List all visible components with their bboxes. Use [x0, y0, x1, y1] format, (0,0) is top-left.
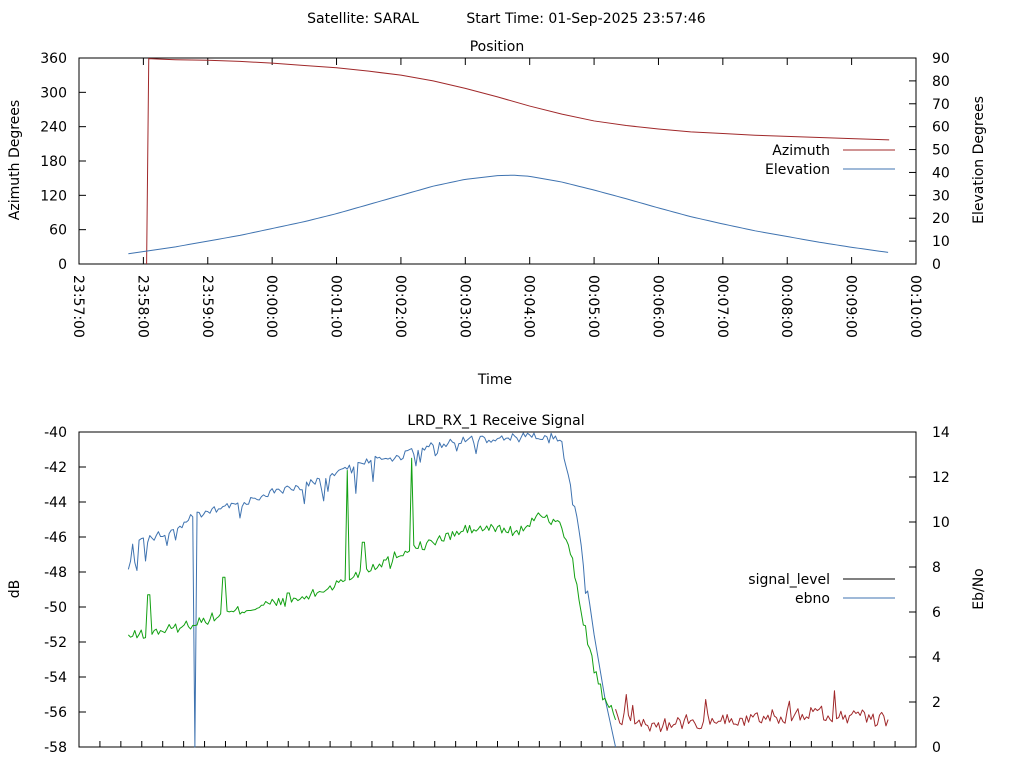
position-y-tick-label: 60 — [49, 223, 67, 239]
position-x-tick-label: 00:09:00 — [843, 275, 859, 338]
receive-signal-chart-title: LRD_RX_1 Receive Signal — [407, 413, 584, 429]
position-y2-axis-label: Elevation Degrees — [971, 96, 987, 224]
receive-signal-y-tick-label: -48 — [44, 565, 67, 581]
position-y2-tick-label: 90 — [932, 51, 950, 67]
position-x-tick-label: 23:58:00 — [134, 275, 150, 338]
position-x-tick-label: 00:04:00 — [521, 275, 537, 338]
position-plot-border — [78, 57, 917, 265]
receive-signal-chart: LRD_RX_1 Receive Signal dB Eb/No -58 -56 -… — [7, 413, 987, 756]
position-y-tick-label: 300 — [40, 85, 67, 101]
receive-signal-y2-tick-label: 12 — [932, 470, 950, 486]
position-x-tick-label: 00:10:00 — [907, 275, 923, 338]
elevation-line — [128, 174, 889, 255]
signal-level-noise-line — [615, 690, 889, 733]
receive-signal-y2-tick-label: 8 — [932, 560, 941, 576]
position-chart-title: Position — [470, 39, 525, 55]
receive-signal-y2-tick-label: 14 — [932, 425, 950, 441]
ebno-line — [127, 432, 617, 748]
receive-signal-y-tick-label: -56 — [44, 705, 67, 721]
position-y-tick-label: 240 — [40, 120, 67, 136]
position-x-tick-label: 00:06:00 — [649, 275, 665, 338]
position-chart: Position Time Azimuth Degrees Elevation … — [7, 39, 987, 388]
receive-signal-plot-border — [78, 431, 917, 748]
receive-signal-legend-label: ebno — [795, 591, 830, 607]
position-y2-tick-label: 40 — [932, 165, 950, 181]
azimuth-line — [146, 58, 890, 265]
position-y2-tick-label: 0 — [932, 257, 941, 273]
receive-signal-y-tick-label: -54 — [44, 670, 67, 686]
position-legend-label: Elevation — [765, 162, 830, 178]
position-x-axis-label: Time — [477, 372, 512, 388]
position-y2-tick-label: 30 — [932, 188, 950, 204]
receive-signal-y-tick-label: -52 — [44, 635, 67, 651]
position-x-tick-label: 00:02:00 — [392, 275, 408, 338]
start-time-label: Start Time: 01-Sep-2025 23:57:46 — [466, 11, 705, 27]
receive-signal-y2-tick-label: 4 — [932, 650, 941, 666]
receive-signal-legend-label: signal_level — [748, 572, 830, 588]
receive-signal-y-tick-label: -58 — [44, 740, 67, 756]
position-y2-tick-label: 60 — [932, 120, 950, 136]
position-x-tick-label: 00:08:00 — [778, 275, 794, 338]
signal-level-locked-line — [127, 457, 617, 721]
position-y2-tick-label: 20 — [932, 211, 950, 227]
position-x-tick-label: 23:59:00 — [199, 275, 215, 338]
receive-signal-y2-tick-label: 6 — [932, 605, 941, 621]
position-y-tick-label: 180 — [40, 154, 67, 170]
position-x-tick-label: 00:01:00 — [328, 275, 344, 338]
position-y2-tick-label: 50 — [932, 143, 950, 159]
position-legend-label: Azimuth — [772, 143, 830, 159]
position-x-tick-label: 00:00:00 — [263, 275, 279, 338]
receive-signal-y-axis-label: dB — [7, 580, 23, 599]
position-y-tick-label: 0 — [58, 257, 67, 273]
position-y2-tick-label: 10 — [932, 234, 950, 250]
satellite-label: Satellite: SARAL — [307, 11, 419, 27]
position-y2-tick-label: 70 — [932, 97, 950, 113]
position-y-tick-label: 360 — [40, 51, 67, 67]
position-y-tick-label: 120 — [40, 188, 67, 204]
receive-signal-y-tick-label: -50 — [44, 600, 67, 616]
receive-signal-y-tick-label: -46 — [44, 530, 67, 546]
receive-signal-y2-tick-label: 2 — [932, 695, 941, 711]
position-y-axis-label: Azimuth Degrees — [7, 100, 23, 220]
position-x-tick-label: 00:07:00 — [714, 275, 730, 338]
position-x-tick-label: 00:03:00 — [456, 275, 472, 338]
receive-signal-y-tick-label: -40 — [44, 425, 67, 441]
receive-signal-y-tick-label: -44 — [44, 495, 67, 511]
receive-signal-y2-axis-label: Eb/No — [971, 568, 987, 610]
position-x-tick-label: 00:05:00 — [585, 275, 601, 338]
receive-signal-y2-tick-label: 10 — [932, 515, 950, 531]
position-y2-tick-label: 80 — [932, 74, 950, 90]
position-x-tick-label: 23:57:00 — [70, 275, 86, 338]
receive-signal-y-tick-label: -42 — [44, 460, 67, 476]
receive-signal-y2-tick-label: 0 — [932, 740, 941, 756]
